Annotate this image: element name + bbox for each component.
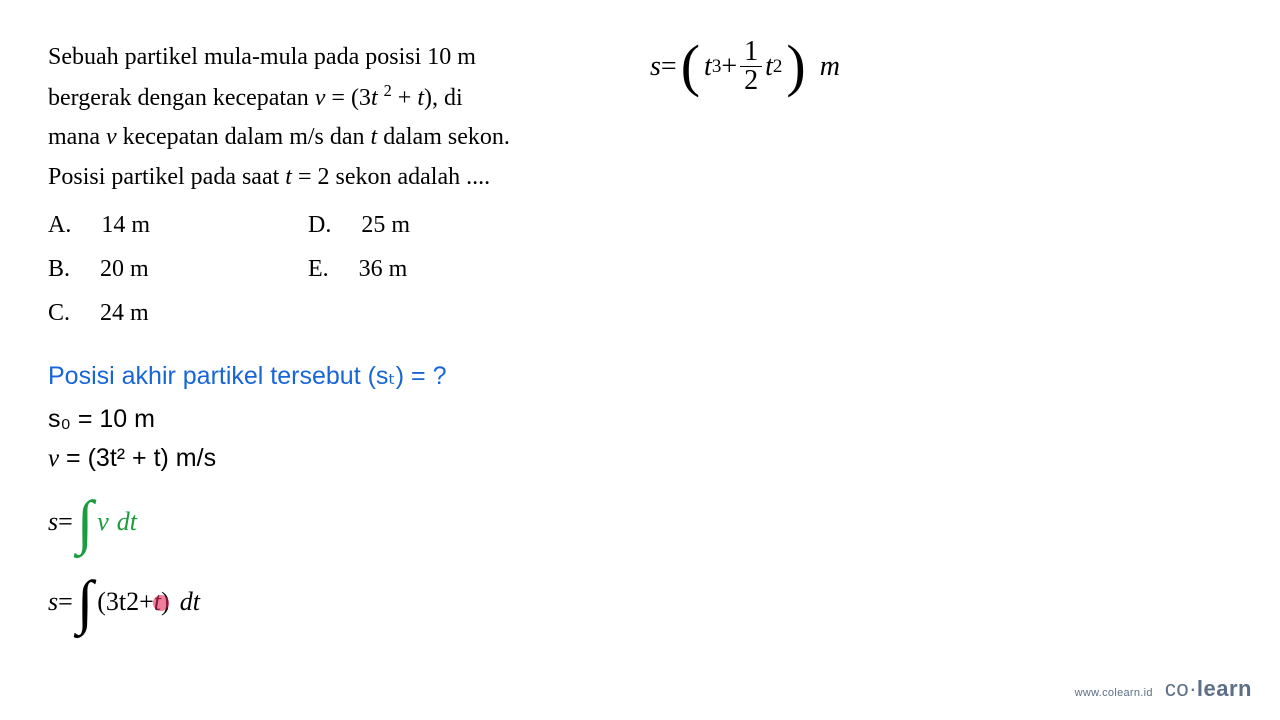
integral-icon: ∫ [77, 504, 93, 540]
solution-question: Posisi akhir partikel tersebut (sₜ) = ? [48, 361, 1240, 391]
integral-icon: ∫ [77, 584, 93, 620]
top-equation: s = ( t3 + 1 2 t2 ) m [650, 38, 840, 95]
problem-line-1: Sebuah partikel mula-mula pada posisi 10… [48, 38, 608, 78]
solution-eq-integral-v: s = ∫ v dt [48, 487, 1240, 557]
problem-statement: Sebuah partikel mula-mula pada posisi 10… [48, 38, 608, 197]
footer: www.colearn.id co·learn [1075, 676, 1252, 702]
right-paren-icon: ) [786, 49, 805, 84]
option-b: B. 20 m [48, 247, 308, 291]
option-d: D. 25 m [308, 203, 568, 247]
solution-block: Posisi akhir partikel tersebut (sₜ) = ? … [48, 361, 1240, 637]
fraction-half: 1 2 [740, 38, 762, 95]
solution-s0: s₀ = 10 m [48, 405, 1240, 434]
left-paren-icon: ( [681, 49, 700, 84]
option-e: E. 36 m [308, 247, 568, 291]
solution-eq-integral-expanded: s = ∫ (3t2 + t ) dt [48, 567, 1240, 637]
answer-options: A. 14 m D. 25 m B. 20 m E. 36 m C. 24 m [48, 203, 1240, 335]
footer-url: www.colearn.id [1075, 687, 1153, 699]
highlighted-t: t [154, 587, 161, 617]
solution-v: v = (3t² + t) m/s [48, 444, 1240, 473]
footer-logo: co·learn [1165, 676, 1252, 702]
problem-line-2: bergerak dengan kecepatan v = (3t 2 + t)… [48, 78, 608, 119]
option-a: A. 14 m [48, 203, 308, 247]
problem-line-4: Posisi partikel pada saat t = 2 sekon ad… [48, 158, 608, 198]
problem-line-3: mana v kecepatan dalam m/s dan t dalam s… [48, 118, 608, 158]
option-c: C. 24 m [48, 291, 308, 335]
